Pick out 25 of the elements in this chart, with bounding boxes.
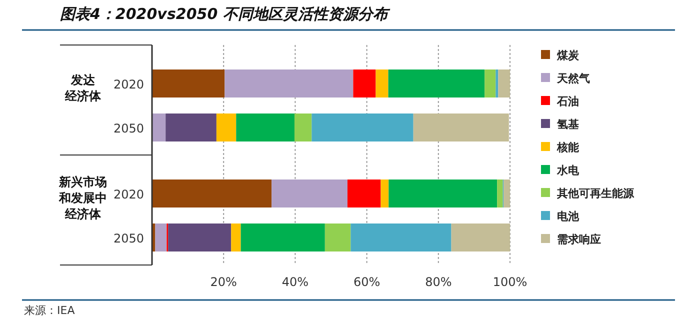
chart-title: 图表4：2020vs2050 不同地区灵活性资源分布 <box>60 5 391 23</box>
x-tick-label: 80% <box>425 275 452 289</box>
text: 和发展中 <box>58 191 107 205</box>
text: 经济体 <box>64 89 102 103</box>
legend-label: 煤炭 <box>556 49 580 62</box>
legend-label: 需求响应 <box>557 233 601 246</box>
legend-label: 天然气 <box>556 72 590 85</box>
x-tick-label: 40% <box>282 275 309 289</box>
x-tick-label: 20% <box>210 275 237 289</box>
text: 新兴市场 <box>58 175 107 189</box>
x-tick-label: 100% <box>492 275 528 289</box>
y-tick-label: 2020 <box>113 78 144 92</box>
legend-label: 其他可再生能源 <box>556 187 635 200</box>
legend-label: 水电 <box>556 164 580 177</box>
legend-label: 氢基 <box>556 118 579 131</box>
y-tick-label: 2050 <box>113 122 144 136</box>
y-tick-label: 2050 <box>113 232 144 246</box>
legend-label: 电池 <box>557 210 580 223</box>
legend-label: 核能 <box>556 141 580 154</box>
legend-label: 石油 <box>556 95 579 108</box>
text: 经济体 <box>64 207 102 221</box>
text: 发达 <box>70 73 96 87</box>
y-tick-label: 2020 <box>113 188 144 202</box>
source-note: 来源：IEA <box>24 304 76 317</box>
x-tick-label: 60% <box>353 275 380 289</box>
